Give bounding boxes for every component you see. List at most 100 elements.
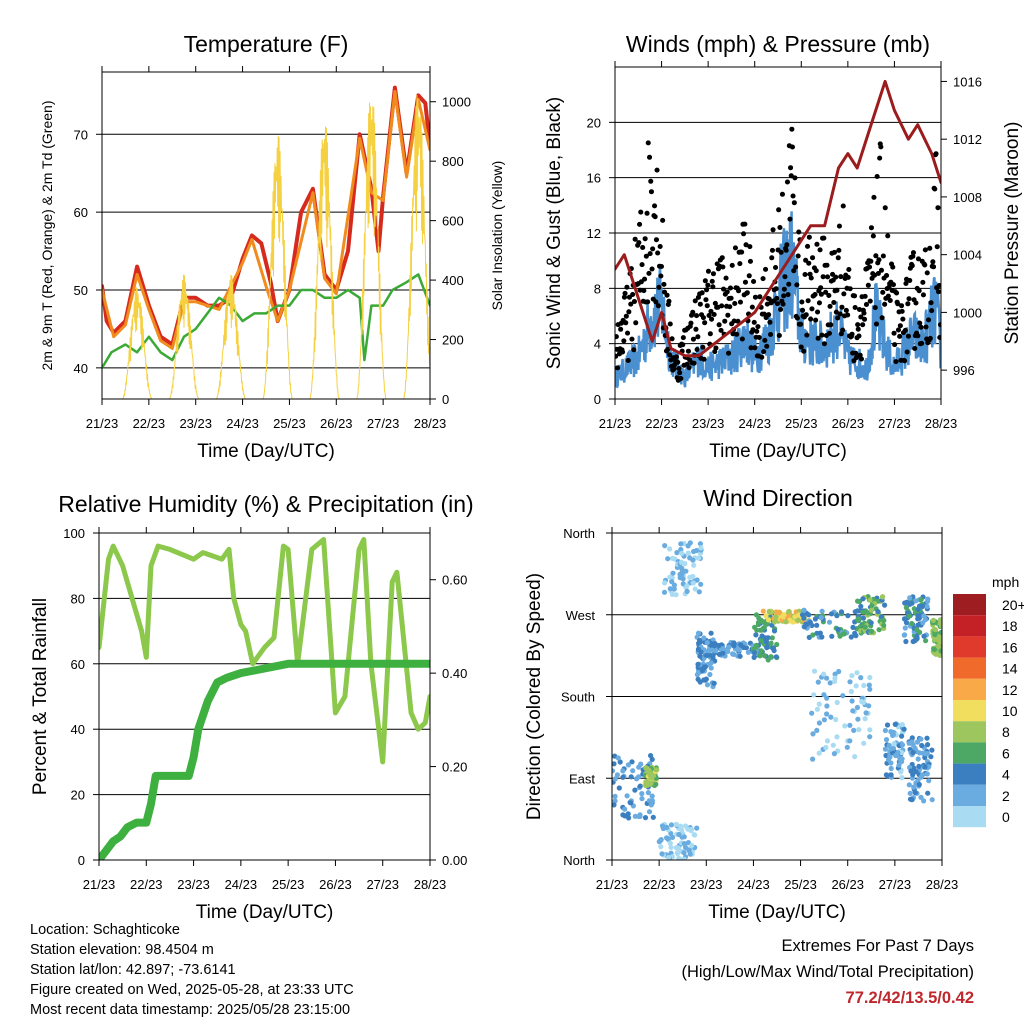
direction-point [824, 738, 831, 744]
direction-point [832, 671, 838, 677]
direction-point [840, 693, 846, 699]
y-tick-label: South [561, 690, 595, 705]
x-tick-label: 25/23 [273, 416, 306, 431]
colorbar-title: mph [992, 574, 1019, 590]
direction-point [869, 603, 875, 609]
y-tick-label: 12 [587, 226, 601, 241]
direction-point [827, 680, 833, 686]
direction-point [868, 620, 874, 626]
direction-point [761, 625, 767, 631]
direction-point [901, 726, 907, 732]
plot-data [612, 540, 942, 860]
x-tick-label: 21/23 [83, 877, 116, 892]
direction-point [642, 815, 649, 821]
y-tick-label: 20 [71, 788, 85, 803]
direction-point [903, 605, 910, 611]
direction-point [849, 673, 855, 679]
direction-point [612, 798, 618, 804]
temperature-panel: Temperature (F) 40 50 60 70 0 200 400 600 800 1000… [39, 31, 505, 462]
direction-point [833, 716, 839, 723]
direction-point [726, 644, 732, 650]
direction-point [795, 617, 801, 623]
direction-point [921, 798, 927, 804]
series-solar-insolation [102, 95, 430, 399]
direction-point [806, 612, 812, 618]
direction-point [675, 845, 682, 851]
direction-point [862, 624, 868, 630]
direction-point [668, 830, 674, 837]
direction-point [918, 597, 924, 603]
series-relative-humidity [99, 537, 430, 765]
direction-point [708, 642, 715, 648]
direction-point [671, 586, 677, 592]
direction-point [704, 652, 710, 659]
direction-point [662, 580, 668, 586]
direction-point [662, 543, 668, 549]
direction-point [622, 806, 628, 812]
direction-point [890, 745, 897, 751]
direction-point [758, 637, 764, 643]
direction-point [673, 821, 680, 828]
direction-point [636, 774, 642, 780]
y2-tick-label: 1000 [953, 305, 982, 320]
direction-point [862, 716, 868, 722]
direction-point [650, 814, 656, 820]
direction-point [612, 761, 617, 767]
direction-point [773, 614, 779, 620]
direction-point [915, 756, 921, 762]
direction-point [906, 613, 912, 619]
direction-point [757, 653, 763, 659]
direction-point [637, 813, 643, 820]
y-tick-label: North [563, 853, 595, 868]
direction-point [771, 628, 778, 634]
x-tick-label: 27/23 [366, 877, 399, 892]
direction-point [853, 633, 859, 639]
x-tick-label: 24/23 [737, 877, 770, 892]
direction-point [932, 627, 939, 633]
y-axis-label: Percent & Total Rainfall [30, 598, 51, 795]
direction-point [855, 616, 861, 622]
direction-point [720, 650, 726, 656]
direction-point [911, 606, 917, 612]
direction-point [821, 671, 827, 677]
direction-point [907, 601, 913, 607]
y2-tick-label: 0.20 [442, 760, 467, 775]
x-tick-label: 25/23 [785, 416, 818, 431]
direction-point [667, 586, 673, 592]
direction-point [883, 737, 890, 743]
direction-point [881, 617, 887, 624]
colorbar-swatch [953, 721, 986, 743]
direction-point [817, 630, 823, 636]
direction-point [617, 759, 623, 765]
direction-point [922, 754, 928, 761]
direction-point [694, 825, 700, 831]
direction-point [667, 574, 673, 580]
direction-point [697, 541, 704, 547]
direction-point [847, 738, 853, 744]
direction-point [707, 671, 713, 678]
series-sonic-wind [615, 211, 941, 389]
y2-tick-label: 1008 [953, 190, 982, 205]
direction-point [757, 627, 764, 633]
winds-pressure-panel: Winds (mph) & Pressure (mb) 0 4 8 12 16 20 996 1… [544, 31, 1023, 462]
direction-point [783, 619, 789, 625]
direction-point [649, 798, 656, 804]
direction-point [929, 797, 935, 803]
direction-point [648, 753, 654, 759]
x-tick-label: 27/23 [367, 416, 400, 431]
direction-point [668, 844, 674, 851]
direction-point [708, 665, 714, 671]
x-tick-label: 26/23 [832, 416, 865, 431]
colorbar-swatch [953, 763, 986, 785]
x-axis-label: Time (Day/UTC) [196, 902, 334, 923]
direction-point [720, 645, 726, 652]
direction-point [868, 607, 875, 613]
direction-point [810, 756, 816, 762]
direction-point [899, 733, 905, 739]
x-tick-label: 25/23 [784, 877, 817, 892]
direction-point [704, 682, 711, 688]
direction-point [753, 612, 760, 618]
direction-point [924, 751, 931, 757]
direction-point [935, 643, 942, 650]
y2-tick-label: 1012 [953, 132, 982, 147]
